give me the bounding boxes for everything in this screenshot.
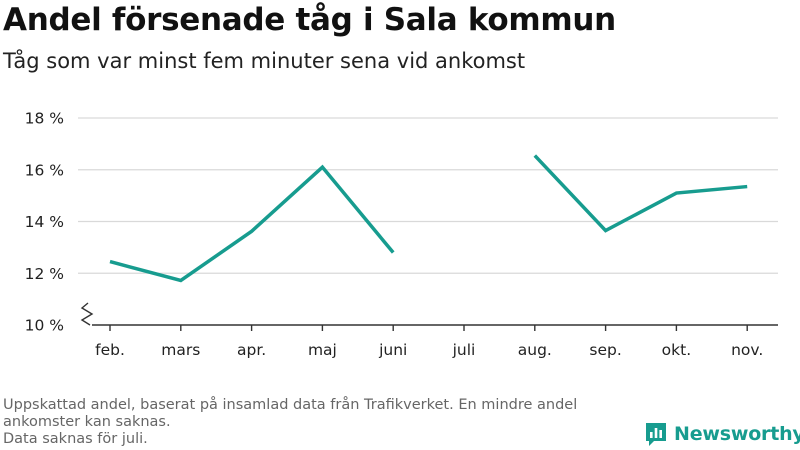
x-tick-label: aug. xyxy=(518,341,552,359)
y-tick-label: 14 % xyxy=(25,213,64,231)
x-tick-label: mars xyxy=(161,341,200,359)
x-tick-label: maj xyxy=(308,341,337,359)
y-tick-label: 10 % xyxy=(25,317,64,335)
y-tick-label: 18 % xyxy=(25,110,64,128)
newsworthy-logo: Newsworthy xyxy=(644,419,800,449)
logo-text: Newsworthy xyxy=(674,423,800,445)
bar-chart-logo-icon xyxy=(646,423,666,446)
footnote: Uppskattad andel, baserat på insamlad da… xyxy=(3,397,643,448)
x-tick-label: feb. xyxy=(95,341,125,359)
y-tick-label: 12 % xyxy=(25,265,64,283)
footnote-line-missing: Data saknas för juli. xyxy=(3,431,148,447)
series-line-segment xyxy=(109,164,395,283)
x-tick-label: nov. xyxy=(731,341,763,359)
x-tick-label: sep. xyxy=(589,341,621,359)
chart-subtitle: Tåg som var minst fem minuter sena vid a… xyxy=(3,49,526,73)
series-line-segment xyxy=(533,154,748,233)
axis-break-icon xyxy=(80,302,94,326)
footnote-line-source: Uppskattad andel, baserat på insamlad da… xyxy=(3,397,578,430)
x-tick-label: juni xyxy=(378,341,407,359)
y-tick-label: 16 % xyxy=(25,161,64,179)
x-tick-label: juli xyxy=(452,341,476,359)
x-tick-label: apr. xyxy=(237,341,266,359)
x-tick-label: okt. xyxy=(662,341,691,359)
chart-title: Andel försenade tåg i Sala kommun xyxy=(3,2,616,38)
